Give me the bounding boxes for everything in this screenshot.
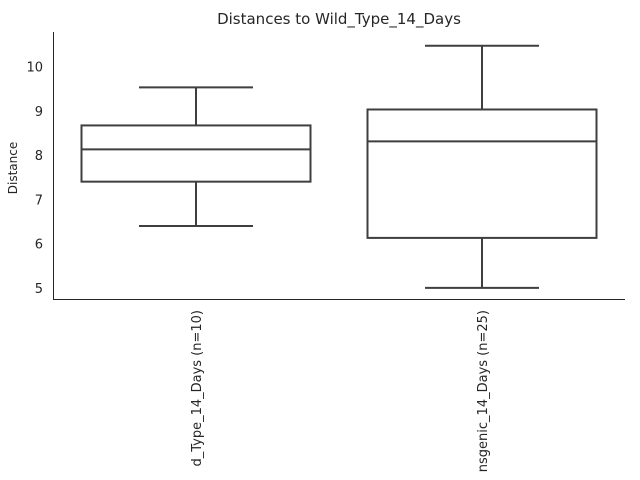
- y-tick-label: 9: [35, 105, 43, 120]
- y-tick-label: 8: [35, 149, 43, 164]
- x-tick-label: nsgenic_14_Days (n=25): [476, 310, 491, 472]
- box-iqr: [366, 108, 598, 239]
- y-tick-label: 5: [35, 282, 43, 297]
- box-0: [80, 86, 312, 227]
- y-tick-label: 7: [35, 193, 43, 208]
- chart-title: Distances to Wild_Type_14_Days: [217, 10, 461, 29]
- x-tick-label: d_Type_14_Days (n=10): [190, 310, 205, 467]
- y-axis-label: Distance: [6, 142, 20, 194]
- y-tick-label: 6: [35, 238, 43, 253]
- box-1: [366, 44, 598, 289]
- box-iqr: [80, 124, 312, 183]
- y-tick-label: 10: [26, 61, 43, 76]
